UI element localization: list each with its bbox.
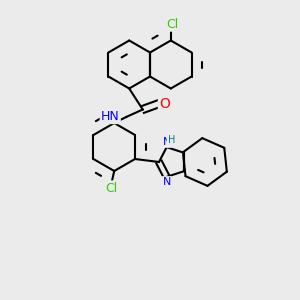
Text: O: O [159,97,170,110]
Text: Cl: Cl [166,17,178,31]
Text: N: N [163,137,171,147]
Text: H: H [168,135,175,145]
Text: HN: HN [101,110,120,123]
Text: N: N [163,177,171,187]
Text: Cl: Cl [105,182,117,195]
